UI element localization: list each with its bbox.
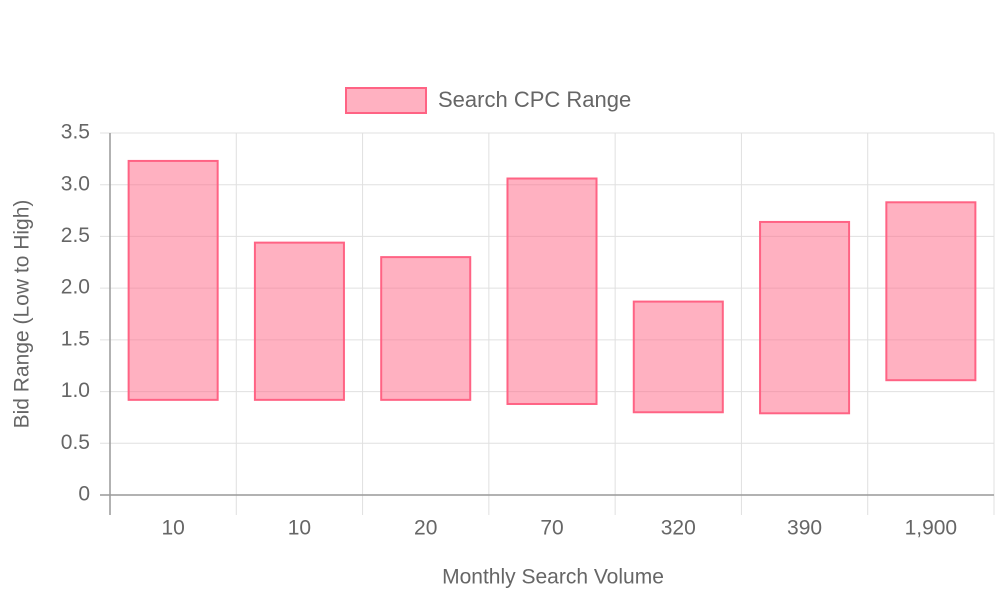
y-tick-label: 1.5 [61,327,90,350]
bar [506,177,598,405]
y-tick-label: 3.0 [61,172,90,195]
bar [127,159,219,401]
x-tick-label: 20 [414,517,437,540]
bar [632,300,724,414]
y-tick-label: 0.5 [61,431,90,454]
legend-label: Search CPC Range [438,87,631,112]
x-tick-label: 70 [540,517,563,540]
x-tick-label: 10 [161,517,184,540]
bar [759,220,851,415]
x-tick-label: 320 [661,517,696,540]
y-tick-label: 2.0 [61,276,90,299]
x-tick-label: 10 [288,517,311,540]
y-axis-title: Bid Range (Low to High) [11,200,34,429]
bar [380,256,472,401]
y-tick-label: 1.0 [61,379,90,402]
y-tick-label: 3.5 [61,121,90,144]
x-tick-label: 390 [787,517,822,540]
x-axis-title: Monthly Search Volume [442,566,664,589]
legend-swatch [345,87,427,114]
x-tick-label: 1,900 [905,517,958,540]
y-tick-label: 0 [78,483,90,506]
bar [885,201,977,382]
y-tick-label: 2.5 [61,224,90,247]
bar [253,241,345,401]
